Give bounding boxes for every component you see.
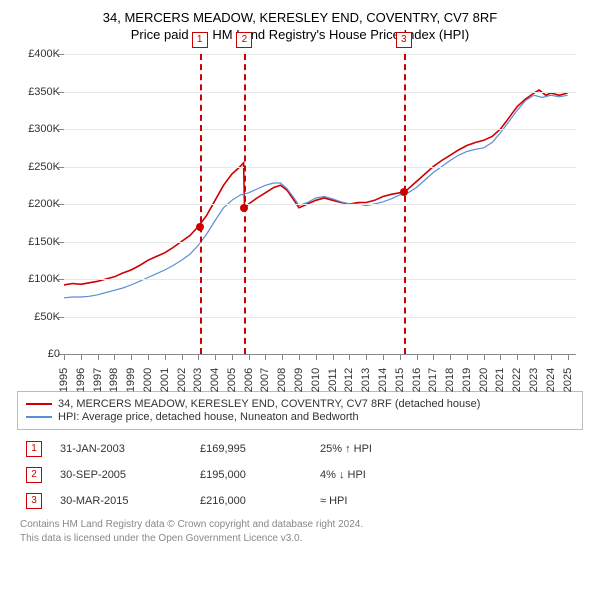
legend-label-blue: HPI: Average price, detached house, Nune…	[58, 411, 359, 423]
x-axis-label: 2024	[545, 368, 557, 392]
event-delta: ≈ HPI	[320, 495, 460, 507]
x-axis-label: 1996	[75, 368, 87, 392]
y-axis-label: £350K	[28, 86, 60, 98]
event-marker-box: 1	[192, 32, 208, 48]
event-date: 30-SEP-2005	[60, 469, 200, 481]
event-price: £169,995	[200, 443, 320, 455]
x-axis-label: 2019	[461, 368, 473, 392]
y-axis-label: £50K	[34, 311, 60, 323]
x-axis-label: 2018	[444, 368, 456, 392]
y-axis-label: £250K	[28, 161, 60, 173]
x-axis-label: 2001	[159, 368, 171, 392]
event-marker-box: 2	[236, 32, 252, 48]
event-row: 2 30-SEP-2005£195,0004% ↓ HPI	[20, 462, 580, 488]
x-axis-label: 2007	[259, 368, 271, 392]
event-delta: 25% ↑ HPI	[320, 443, 460, 455]
title-address: 34, MERCERS MEADOW, KERESLEY END, COVENT…	[10, 10, 590, 25]
footer-attribution: Contains HM Land Registry data © Crown c…	[20, 518, 580, 545]
x-axis-label: 2017	[427, 368, 439, 392]
x-axis-label: 1997	[92, 368, 104, 392]
event-dot	[400, 188, 408, 196]
x-axis-label: 1998	[108, 368, 120, 392]
x-axis-label: 2013	[360, 368, 372, 392]
event-id-box: 1	[26, 441, 42, 457]
x-axis-label: 2009	[293, 368, 305, 392]
x-axis-label: 2003	[192, 368, 204, 392]
legend-row-blue: HPI: Average price, detached house, Nune…	[26, 411, 574, 423]
legend-row-red: 34, MERCERS MEADOW, KERESLEY END, COVENT…	[26, 398, 574, 410]
event-date: 30-MAR-2015	[60, 495, 200, 507]
x-axis-label: 2023	[528, 368, 540, 392]
event-dot	[240, 204, 248, 212]
legend-box: 34, MERCERS MEADOW, KERESLEY END, COVENT…	[17, 391, 583, 430]
x-axis-label: 1999	[125, 368, 137, 392]
event-id-box: 3	[26, 493, 42, 509]
y-axis-label: £400K	[28, 48, 60, 60]
x-axis-label: 2010	[310, 368, 322, 392]
x-axis-label: 2006	[243, 368, 255, 392]
event-row: 1 31-JAN-2003£169,99525% ↑ HPI	[20, 436, 580, 462]
legend-swatch-red	[26, 403, 52, 405]
legend-label-red: 34, MERCERS MEADOW, KERESLEY END, COVENT…	[58, 398, 480, 410]
event-row: 3 30-MAR-2015£216,000≈ HPI	[20, 488, 580, 514]
x-axis-label: 2016	[411, 368, 423, 392]
event-price: £195,000	[200, 469, 320, 481]
legend-swatch-blue	[26, 416, 52, 418]
x-axis-label: 2008	[276, 368, 288, 392]
event-date: 31-JAN-2003	[60, 443, 200, 455]
x-axis-label: 2011	[327, 368, 339, 392]
y-axis-label: £300K	[28, 123, 60, 135]
x-axis-label: 2015	[394, 368, 406, 392]
events-table: 1 31-JAN-2003£169,99525% ↑ HPI 2 30-SEP-200…	[20, 436, 580, 514]
event-dot	[196, 223, 204, 231]
plot-area: 123	[64, 54, 576, 355]
x-axis-label: 2005	[226, 368, 238, 392]
footer-line1: Contains HM Land Registry data © Crown c…	[20, 518, 580, 532]
chart-area: 123 £0 £50K £100K £150K £200K £250K £300K £350K…	[20, 50, 580, 385]
x-axis-label: 2002	[176, 368, 188, 392]
event-vline	[200, 54, 202, 354]
x-axis-label: 2012	[343, 368, 355, 392]
x-axis-label: 2021	[494, 368, 506, 392]
footer-line2: This data is licensed under the Open Gov…	[20, 532, 580, 546]
chart-title-block: 34, MERCERS MEADOW, KERESLEY END, COVENT…	[10, 10, 590, 42]
title-subtitle: Price paid vs. HM Land Registry's House …	[10, 27, 590, 42]
x-axis-label: 2014	[377, 368, 389, 392]
y-axis-label: £200K	[28, 198, 60, 210]
x-axis-label: 2025	[562, 368, 574, 392]
x-axis-label: 2022	[511, 368, 523, 392]
x-axis-label: 2020	[478, 368, 490, 392]
x-axis-label: 1995	[58, 368, 70, 392]
x-axis-label: 2004	[209, 368, 221, 392]
event-id-box: 2	[26, 467, 42, 483]
y-axis-label: £0	[48, 348, 60, 360]
event-delta: 4% ↓ HPI	[320, 469, 460, 481]
y-axis-label: £100K	[28, 273, 60, 285]
x-axis-label: 2000	[142, 368, 154, 392]
event-vline	[404, 54, 406, 354]
y-axis-label: £150K	[28, 236, 60, 248]
event-price: £216,000	[200, 495, 320, 507]
event-marker-box: 3	[396, 32, 412, 48]
